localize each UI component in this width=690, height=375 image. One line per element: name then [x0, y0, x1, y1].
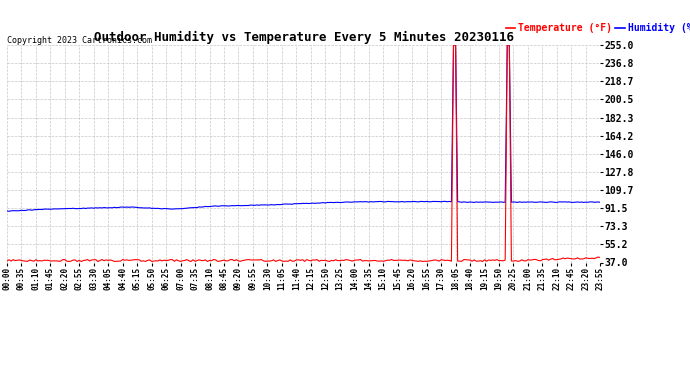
Legend: Temperature (°F), Humidity (%): Temperature (°F), Humidity (%)	[502, 20, 690, 37]
Text: Copyright 2023 Cartronics.com: Copyright 2023 Cartronics.com	[7, 36, 152, 45]
Title: Outdoor Humidity vs Temperature Every 5 Minutes 20230116: Outdoor Humidity vs Temperature Every 5 …	[94, 31, 513, 44]
